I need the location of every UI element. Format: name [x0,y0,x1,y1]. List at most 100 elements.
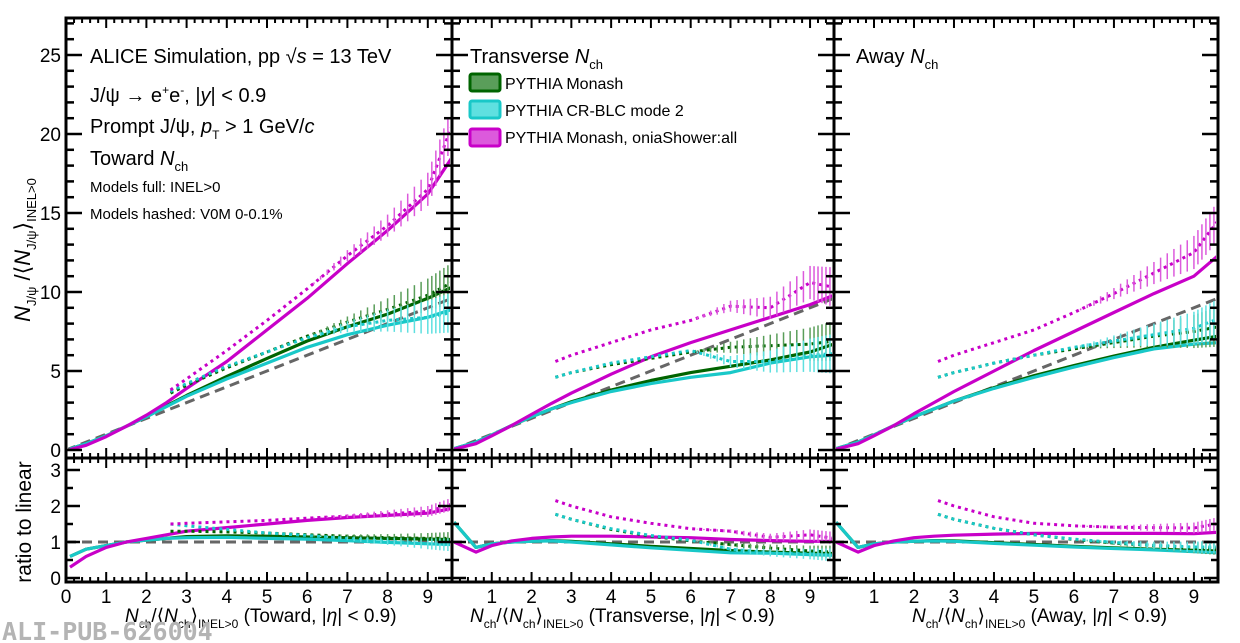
x-tick-label: 8 [1149,587,1160,608]
lower-frame [832,456,1220,584]
x-tick-label: 8 [765,587,776,608]
legend-item-monash: PYTHIA Monash [468,72,623,93]
x-axis-title-away: Nch/⟨Nch⟩INEL>0 (Away, |η| < 0.9) [912,606,1167,631]
annotation-transverse-nch: Transverse Nch [470,46,603,72]
series-line-pythia-monash-oniashower-all-inel-0-lower [454,534,832,554]
legend-swatch-monash [468,72,502,93]
y-tick-label: 20 [40,125,61,146]
annotation-toward-nch: Toward Nch [90,148,188,174]
x-tick-label: 7 [342,587,353,608]
ratio-tick-label: 3 [50,461,61,482]
x-tick-label: 2 [526,587,537,608]
series-hatch-pythia-monash-oniashower-all-v0m-0-0-1-lower [1079,518,1215,534]
series-hashed-pythia-monash-v0m-0-0-1-lower [170,529,450,540]
upper-frame [832,16,1220,460]
x-tick-label: 5 [646,587,657,608]
x-tick-label: 1 [486,587,497,608]
ratio-tick-label: 1 [50,533,61,554]
annotation-decay-channel: J/ψ → e+e-, |y| < 0.9 [90,83,266,107]
series-hatch-pythia-cr-blc-mode-2-v0m-0-0-1-lower [313,535,449,551]
x-tick-label: 1 [101,587,112,608]
x-tick-label: 2 [909,587,920,608]
legend-swatch-onia [468,127,502,148]
annotation-prompt-pt-cut: Prompt J/ψ, pT > 1 GeV/c [90,116,314,142]
annotation-models-hashed: Models hashed: V0M 0-0.1% [90,206,283,223]
x-tick-label: 7 [725,587,736,608]
x-tick-label: 1 [869,587,880,608]
legend-label-crblc: PYTHIA CR-BLC mode 2 [505,103,684,120]
series-hatch-pythia-monash-oniashower-all-v0m-0-0-1-upper [1079,206,1215,311]
panel-transverse [454,265,832,562]
series-hatch-pythia-cr-blc-mode-2-v0m-0-0-1-upper [313,293,449,337]
series-hashed-pythia-cr-blc-mode-2-v0m-0-0-1-lower [170,522,450,547]
y-tick-label: 15 [40,204,61,225]
x-tick-label: 9 [423,587,434,608]
y-axis-title: NJ/ψ /⟨NJ/ψ⟩INEL>0 [10,178,39,322]
annotation-models-full: Models full: INEL>0 [90,179,220,196]
y-title-N2: N [10,250,35,266]
lower-frame [64,456,454,584]
panel-curves-away [836,206,1216,555]
lower-frame [450,456,836,584]
y-tick-label: 0 [50,441,61,462]
x-tick-label: 4 [222,587,233,608]
legend: PYTHIA Monash PYTHIA CR-BLC mode 2 PYTHI… [468,72,737,148]
series-hashed-pythia-monash-oniashower-all-v0m-0-0-1-upper [554,280,832,363]
ratio-tick-label: 0 [50,569,61,590]
y-title-N1: N [10,306,35,322]
series-line-pythia-cr-blc-mode-2-inel-0-upper [836,341,1216,451]
series-hatch-pythia-monash-oniashower-all-v0m-0-0-1-upper [696,265,831,319]
x-axis-title-toward: Nch/⟨Nch⟩INEL>0 (Toward, |η| < 0.9) [125,606,397,631]
annotation-alice-simulation: ALICE Simulation, pp √s = 13 TeV [90,46,392,68]
series-hashed-pythia-monash-v0m-0-0-1-lower [554,512,832,554]
x-tick-label: 0 [61,587,72,608]
x-tick-label: 6 [1069,587,1080,608]
series-hatch-pythia-monash-oniashower-all-v0m-0-0-1-upper [313,117,449,285]
x-tick-label: 8 [382,587,393,608]
series-hashed-pythia-monash-oniashower-all-v0m-0-0-1-upper [937,220,1216,363]
x-tick-label: 3 [566,587,577,608]
annotation-away-nch: Away Nch [856,46,938,72]
panel-curves-transverse [454,265,832,562]
series-hashed-pythia-monash-oniashower-all-v0m-0-0-1-lower [554,499,832,540]
y-title-sub3: INEL>0 [24,178,39,222]
watermark-publication-id: ALI-PUB-626004 [2,617,213,643]
legend-swatch-crblc [468,99,502,120]
series-line-pythia-monash-oniashower-all-inel-0-upper [836,255,1216,451]
x-tick-label: 9 [1189,587,1200,608]
y-tick-label: 10 [40,283,61,304]
series-line-pythia-monash-oniashower-all-inel-0-upper [454,294,832,451]
x-tick-label: 3 [949,587,960,608]
x-tick-label: 5 [262,587,273,608]
y-title-sub1: J/ψ [24,287,39,306]
x-tick-label: 4 [989,587,1000,608]
panel-away [836,206,1216,555]
x-axis-title-transverse: Nch/⟨Nch⟩INEL>0 (Transverse, |η| < 0.9) [470,606,775,631]
panel-curves-toward [68,117,450,569]
series-hatch-pythia-cr-blc-mode-2-v0m-0-0-1-lower [1079,539,1215,554]
y-tick-label: 5 [50,362,61,383]
legend-item-crblc: PYTHIA CR-BLC mode 2 [468,99,684,120]
y-title-sub2: J/ψ [24,230,39,249]
x-tick-label: 6 [302,587,313,608]
legend-item-onia: PYTHIA Monash, oniaShower:all [468,127,737,148]
curve-layer [68,117,1216,569]
panel-toward [68,117,450,569]
x-tick-label: 3 [181,587,192,608]
x-tick-label: 6 [685,587,696,608]
series-hatch-pythia-cr-blc-mode-2-v0m-0-0-1-upper [1079,301,1215,348]
series-hatch-pythia-cr-blc-mode-2-v0m-0-0-1-upper [696,334,831,374]
x-tick-label: 5 [1029,587,1040,608]
series-hashed-pythia-monash-v0m-0-0-1-upper [169,281,450,395]
ratio-axis-title: ratio to linear [13,461,36,582]
y-title-slash: /⟨ [10,266,35,287]
series-hashed-pythia-monash-oniashower-all-v0m-0-0-1-upper [169,126,450,392]
upper-frame [64,16,454,460]
svg-text:NJ/ψ /⟨NJ/ψ⟩INEL>0: NJ/ψ /⟨NJ/ψ⟩INEL>0 [10,178,39,322]
panel-frame-away: 1 2 3 4 5 6 7 8 9 [832,16,1220,608]
series-hatch-pythia-cr-blc-mode-2-v0m-0-0-1-lower [696,541,831,562]
series-hashed-pythia-monash-oniashower-all-v0m-0-0-1-lower [170,503,450,526]
y-title-rangle: ⟩ [10,222,35,231]
legend-label-onia: PYTHIA Monash, oniaShower:all [505,130,737,147]
